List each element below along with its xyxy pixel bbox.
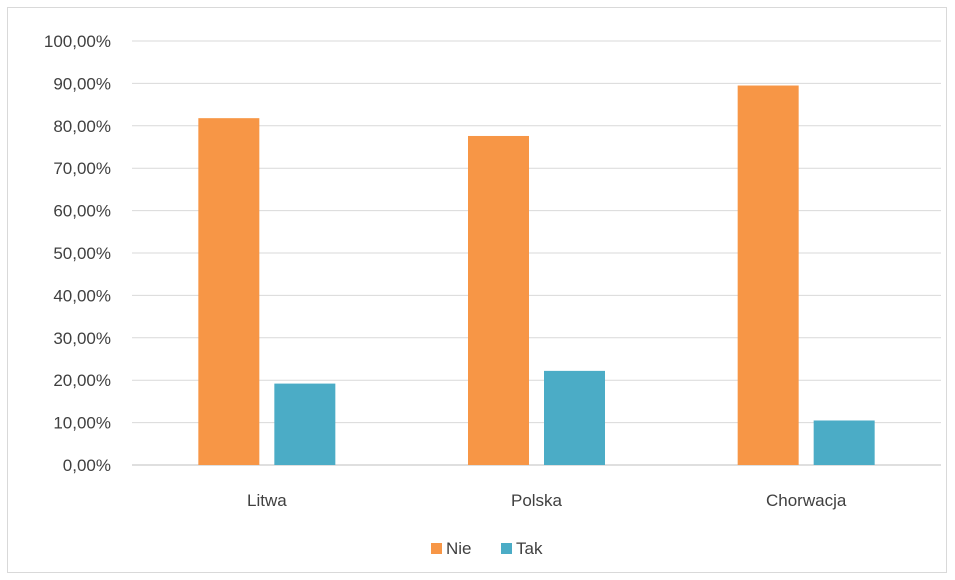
- y-tick-label: 30,00%: [53, 329, 111, 348]
- x-category-label: Chorwacja: [766, 491, 847, 510]
- y-tick-label: 20,00%: [53, 371, 111, 390]
- y-tick-label: 100,00%: [44, 32, 111, 51]
- bars: [198, 85, 875, 466]
- y-tick-label: 0,00%: [63, 456, 111, 475]
- x-category-label: Polska: [511, 491, 563, 510]
- chart-frame: 0,00% 10,00% 20,00% 30,00% 40,00% 50,00% 60,00…: [7, 7, 947, 573]
- y-axis-ticks: 0,00% 10,00% 20,00% 30,00% 40,00% 50,00% 60,00…: [44, 32, 111, 475]
- bar-nie-litwa: [198, 118, 260, 465]
- bar-tak-litwa: [274, 383, 336, 465]
- bar-nie-polska: [468, 135, 529, 465]
- legend-swatch-nie: [431, 543, 442, 554]
- legend-swatch-tak: [501, 543, 512, 554]
- bar-chart: 0,00% 10,00% 20,00% 30,00% 40,00% 50,00% 60,00…: [44, 32, 941, 558]
- x-category-label: Litwa: [247, 491, 287, 510]
- y-tick-label: 80,00%: [53, 117, 111, 136]
- y-tick-label: 90,00%: [53, 74, 111, 93]
- y-tick-label: 40,00%: [53, 286, 111, 305]
- y-tick-label: 60,00%: [53, 202, 111, 221]
- legend: Nie Tak: [431, 539, 543, 558]
- y-tick-label: 10,00%: [53, 414, 111, 433]
- bar-tak-polska: [544, 370, 605, 465]
- bar-tak-chorwacja: [813, 420, 875, 465]
- x-axis-categories: Litwa Polska Chorwacja: [247, 491, 847, 510]
- bar-nie-chorwacja: [737, 85, 799, 466]
- gridlines: [132, 40, 941, 466]
- legend-label-tak: Tak: [516, 539, 543, 558]
- legend-label-nie: Nie: [446, 539, 472, 558]
- y-tick-label: 70,00%: [53, 159, 111, 178]
- y-tick-label: 50,00%: [53, 244, 111, 263]
